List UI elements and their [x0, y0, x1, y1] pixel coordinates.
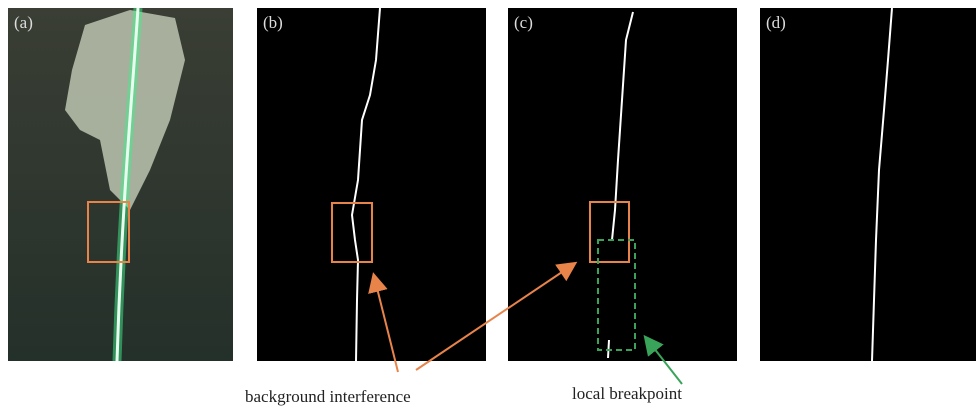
annotation: local breakpoint: [572, 384, 682, 403]
image: [257, 8, 486, 361]
panel-label: (a): [14, 13, 33, 32]
image: [760, 8, 976, 361]
annotation: background interference: [245, 387, 411, 406]
panel-b: (b): [257, 8, 486, 361]
figure: (a) (b) (c) (d) background interference …: [0, 0, 979, 411]
panel-label: (b): [263, 13, 283, 32]
panel-c: (c): [508, 8, 737, 361]
panel-a: (a): [8, 8, 233, 361]
panel-d: (d): [760, 8, 976, 361]
panel-label: (d): [766, 13, 786, 32]
panel-label: (c): [514, 13, 533, 32]
image: [508, 8, 737, 361]
page: (a) (b) (c) (d) background interference …: [0, 0, 979, 411]
